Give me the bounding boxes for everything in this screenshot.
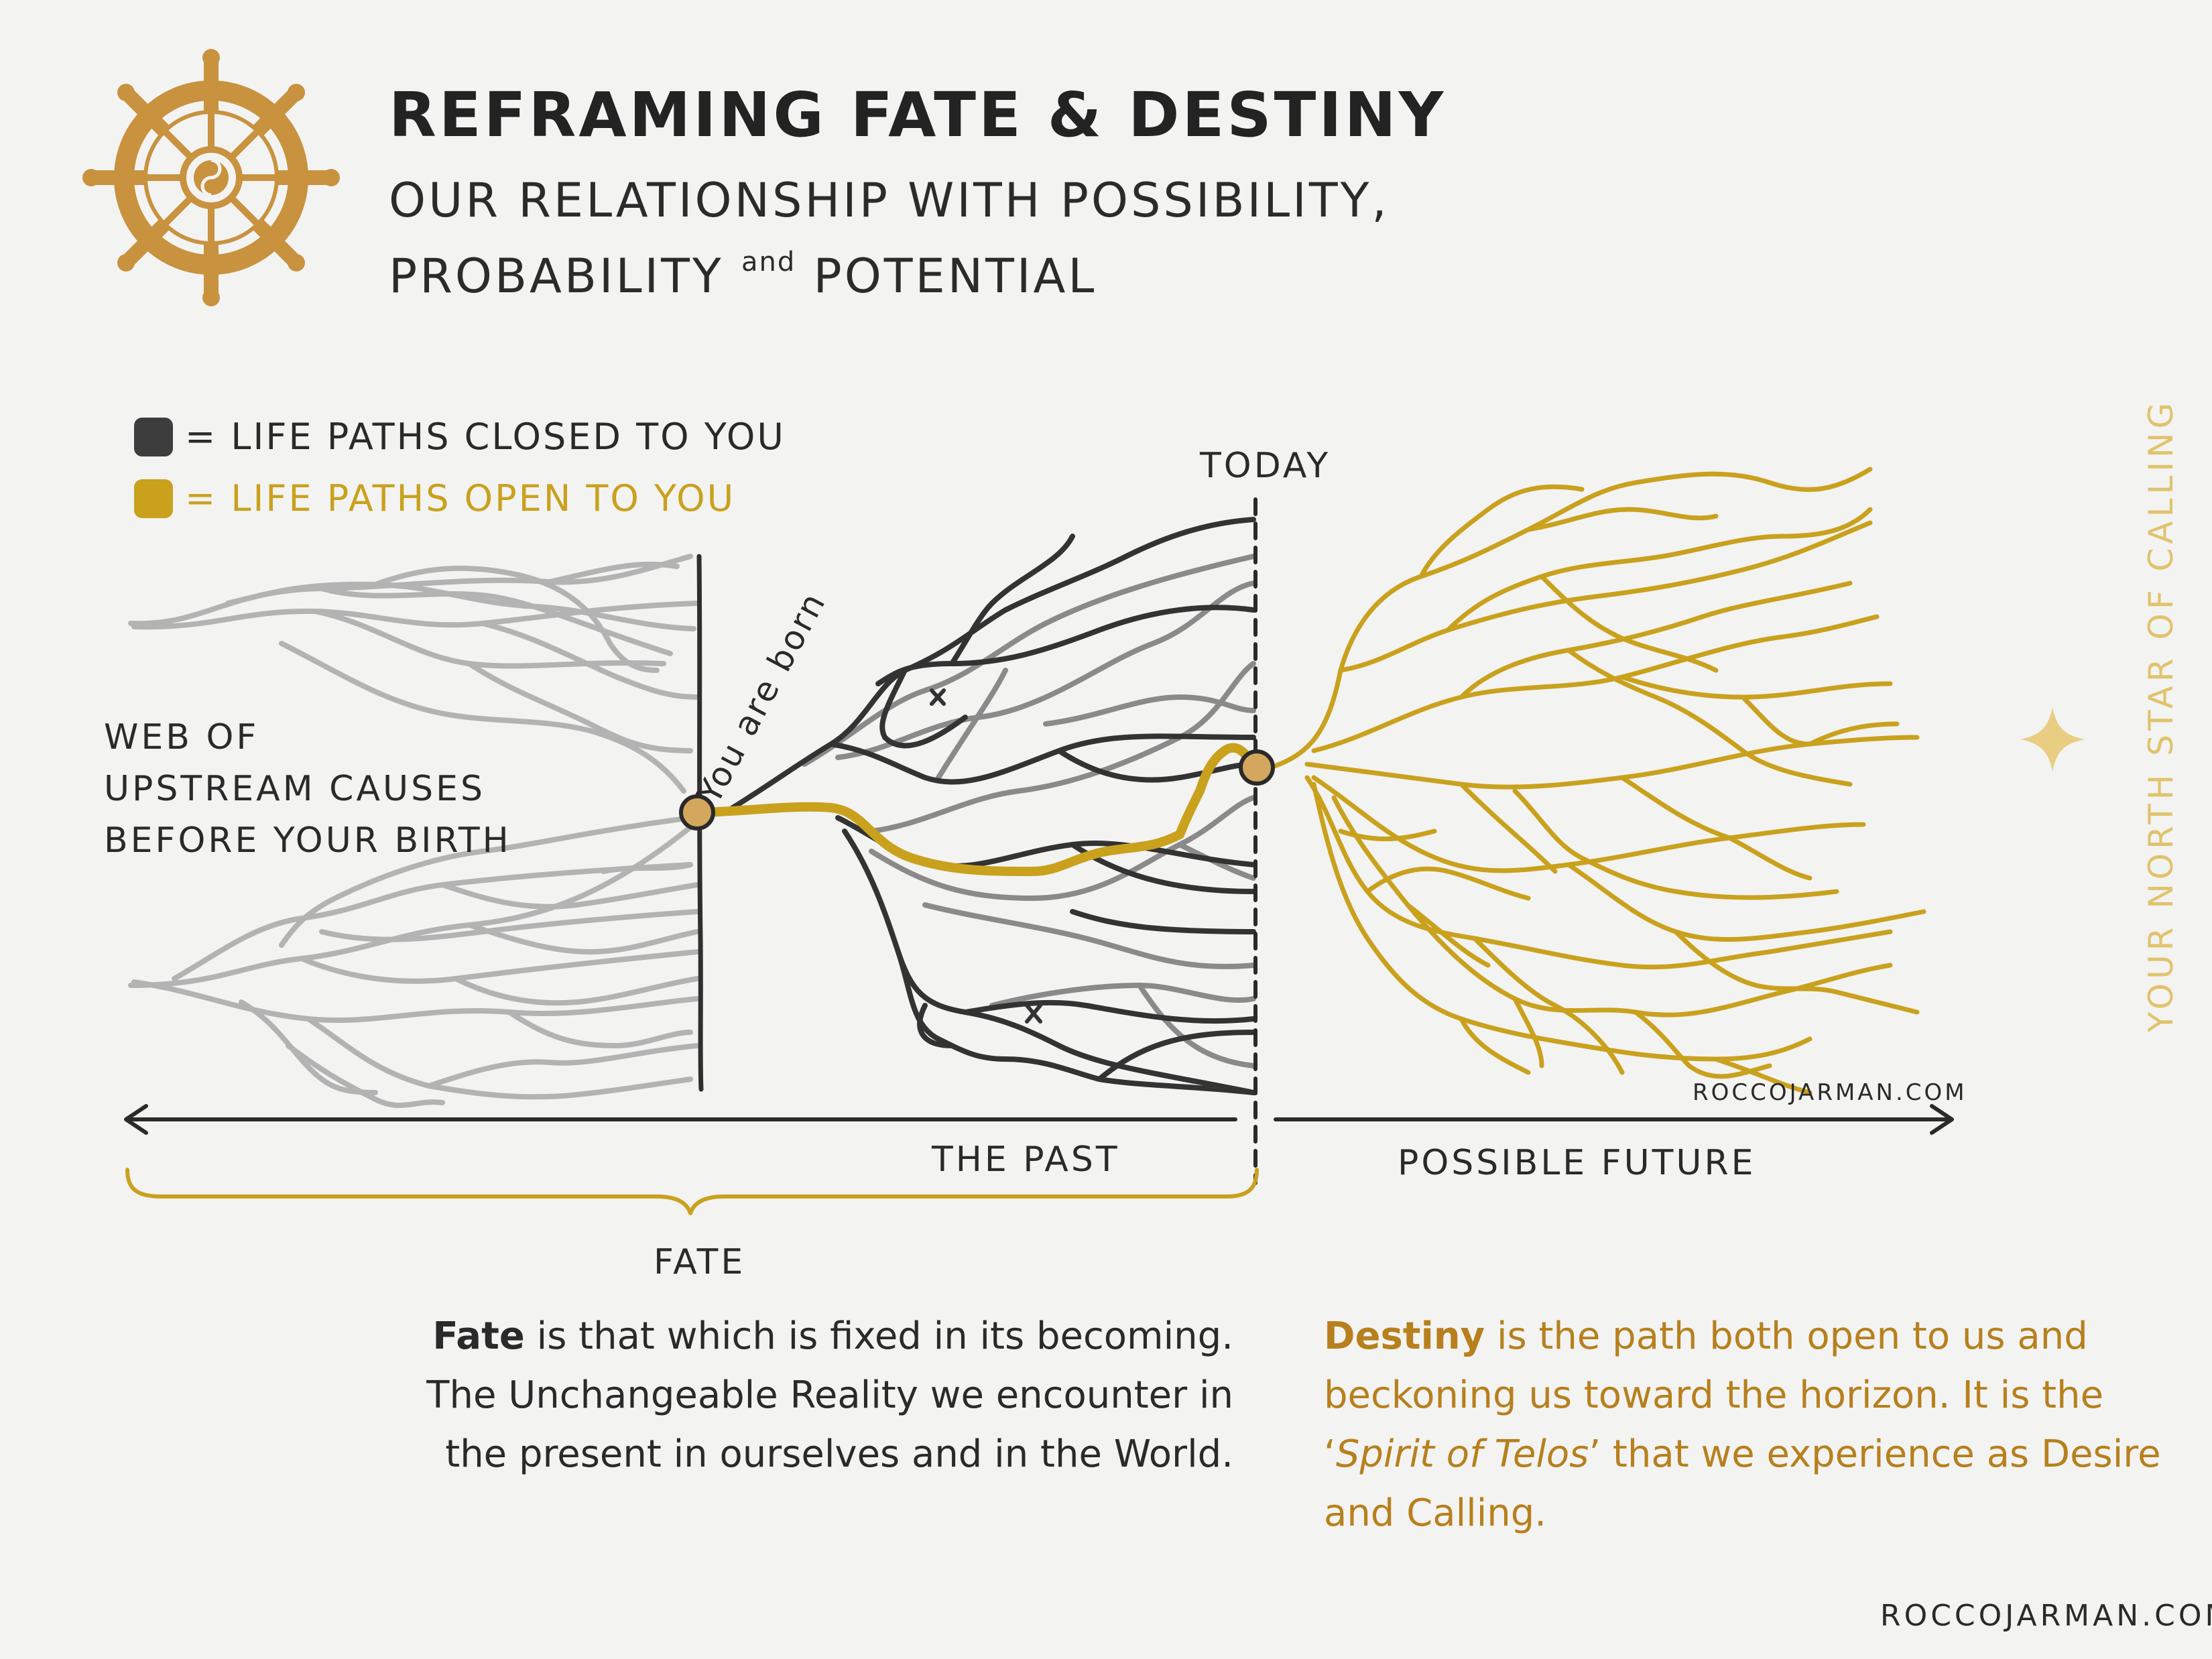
today-label: TODAY (1200, 446, 1331, 486)
future-label: POSSIBLE FUTURE (1398, 1143, 1756, 1183)
birth-node (679, 794, 715, 831)
web-label-line2: UPSTREAM CAUSES (104, 769, 485, 809)
fate-label: FATE (654, 1242, 746, 1282)
destiny-definition-part1: is the path both open to us and beckonin… (1324, 1314, 2104, 1476)
fate-definition: is that which is fixed in its becoming. … (426, 1314, 1233, 1476)
page-subtitle-line2: PROBABILITY and POTENTIAL (389, 247, 1097, 304)
destiny-description: Destiny is the path both open to us and … (1324, 1307, 2195, 1543)
subtitle-and: and (741, 247, 796, 278)
legend-closed-swatch (134, 417, 173, 456)
fate-term: Fate (432, 1314, 525, 1358)
destiny-spirit-of-telos: Spirit of Telos (1335, 1432, 1589, 1476)
legend-closed: = LIFE PATHS CLOSED TO YOU (134, 416, 786, 458)
fate-brace (125, 1168, 1259, 1215)
today-node (1239, 749, 1275, 786)
legend-open: = LIFE PATHS OPEN TO YOU (134, 477, 735, 519)
upstream-web-paths (128, 554, 700, 794)
legend-closed-label: = LIFE PATHS CLOSED TO YOU (185, 416, 786, 458)
birth-line (696, 554, 704, 1092)
north-star-label: YOUR NORTH STAR OF CALLING (2142, 398, 2180, 1032)
legend-open-swatch (134, 479, 173, 518)
legend-open-label: = LIFE PATHS OPEN TO YOU (185, 477, 736, 519)
your-life-path (692, 743, 1262, 876)
footer-credit: ROCCOJARMAN.COM (1880, 1599, 2212, 1633)
north-star-icon (2020, 707, 2085, 772)
web-label-line3: BEFORE YOUR BIRTH (104, 820, 511, 861)
dharma-wheel-logo (82, 49, 340, 306)
web-label-line1: WEB OF (104, 717, 259, 757)
past-label: THE PAST (932, 1140, 1120, 1180)
page-subtitle-line1: OUR RELATIONSHIP WITH POSSIBILITY, (389, 173, 1390, 228)
fate-description: Fate is that which is fixed in its becom… (375, 1307, 1233, 1484)
subtitle-probability: PROBABILITY (389, 249, 724, 304)
page-title: REFRAMING FATE & DESTINY (389, 79, 1447, 151)
subtitle-potential: POTENTIAL (813, 249, 1097, 304)
destiny-term: Destiny (1324, 1314, 1485, 1358)
diagram-credit: ROCCOJARMAN.COM (1693, 1079, 1967, 1106)
destiny-definition-part2: ’ that we experience as Desire and Calli… (1324, 1432, 2161, 1535)
time-axis (124, 1104, 1954, 1135)
future-paths (1257, 467, 1926, 1095)
